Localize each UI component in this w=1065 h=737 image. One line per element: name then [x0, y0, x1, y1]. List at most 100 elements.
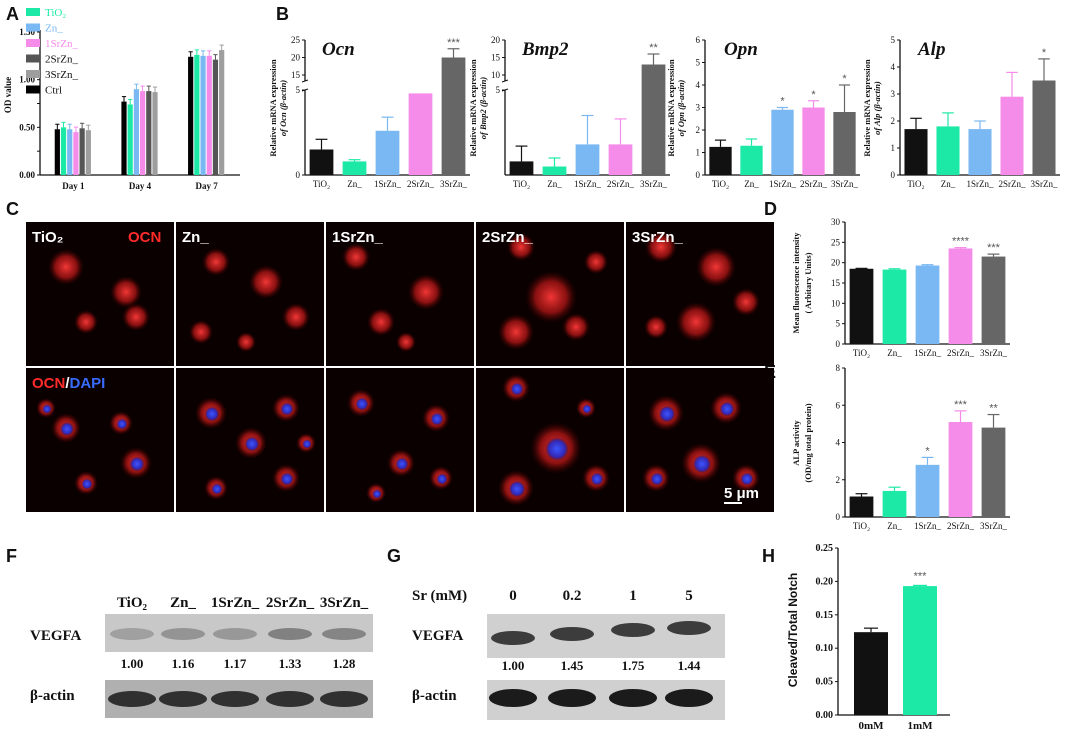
- panel-d-chart: 0 5 10 15 20 25 30 TiO₂ Zn_ 1SrZn_ **** 2SrZn_ *** 3S…: [791, 217, 1010, 358]
- panel-h-ytick-label: 0.20: [816, 576, 834, 587]
- panel-b-chart-3-ytick-label: 3: [891, 89, 896, 99]
- blot-g-ratio: 1.45: [561, 658, 584, 673]
- nucleus-blob: [740, 472, 754, 486]
- panel-b-chart-2-sig-label: *: [780, 96, 785, 108]
- cell-blob: [342, 243, 370, 271]
- panel-a-xtick-label: Day 4: [129, 181, 152, 191]
- panel-a-bar: [219, 50, 225, 175]
- panel-b-chart-0-bar: [309, 149, 334, 175]
- blot-g-dose-label: 0.2: [563, 588, 582, 604]
- panel-b-chart-3-bar: [904, 129, 928, 175]
- panel-label-h: H: [762, 546, 775, 566]
- ocn-dapi-label: OCN/DAPI: [32, 375, 105, 392]
- nucleus-blob: [693, 455, 711, 473]
- panel-a-bar: [121, 101, 127, 175]
- panel-b-chart-1-xtick-label: 2SrZn_: [607, 179, 635, 189]
- cell-blob: [498, 314, 534, 350]
- blot-f-bactin-band: [266, 691, 314, 707]
- blot-f-lane-label: Zn_: [170, 595, 196, 611]
- panel-b-chart-3-bar: [1000, 96, 1024, 175]
- panel-b-chart-1-bar: [641, 64, 666, 175]
- panel-b-chart-2-xtick-label: 2SrZn_: [800, 179, 828, 189]
- panel-d-chart-body-xtick-label: Zn_: [887, 348, 902, 358]
- legend-swatch: [26, 23, 40, 32]
- panel-h-ytick-label: 0.05: [816, 677, 834, 688]
- ocn-stain-word: OCN: [32, 375, 65, 392]
- micrograph-background: [26, 222, 174, 366]
- micrograph-ocn-0: TiO₂: [26, 222, 174, 366]
- cell-blob: [110, 276, 142, 308]
- cell-blob: [584, 250, 608, 274]
- panel-b-chart-1-xtick-label: Zn_: [547, 179, 562, 189]
- panel-b-chart-3-ytick-label: 4: [891, 62, 896, 72]
- panel-a-bar: [146, 91, 152, 175]
- panel-h-xtick-label: 1mM: [907, 720, 933, 732]
- panel-h-ylabel: Cleaved/Total Notch: [786, 573, 800, 687]
- legend-label: Ctrl: [45, 85, 62, 97]
- cell-blob: [562, 313, 590, 341]
- blot-g-dose-label: 0: [509, 588, 517, 604]
- panel-b-chart-1-xtick-label: 3SrZn_: [640, 179, 668, 189]
- blot-f-vegfa-band: [213, 628, 257, 640]
- panel-b-chart-1-bar: [542, 166, 567, 175]
- panel-e-chart-body-ytick-label: 8: [836, 363, 841, 373]
- nucleus-blob: [81, 478, 93, 490]
- panel-b-chart-2: 0 1 2 3 4 5 6 TiO₂ Zn_ * 1SrZn_ * 2SrZn_ * 3SrZn_: [696, 35, 860, 189]
- panel-e-chart-body-ytick-label: 4: [836, 438, 841, 448]
- panel-a-bar: [85, 130, 91, 175]
- panel-e-chart-body-xtick-label: Zn_: [887, 521, 902, 531]
- panel-h-ytick-label: 0.10: [816, 643, 834, 654]
- panel-b-chart-2-ytick-label: 5: [696, 58, 701, 68]
- panel-g-western-blot: Sr (mM) 0 0.2 1 5 VEGFA β-actin 1.00 1.45 1.75 1.4…: [412, 588, 725, 720]
- blot-f-lane-label: 2SrZn_: [266, 595, 315, 611]
- panel-b-chart-2-bar: [740, 145, 763, 175]
- panel-b-chart-3-bar: [1032, 80, 1056, 175]
- panel-d-chart-body-ytick-label: 20: [831, 258, 841, 268]
- blot-f-bactin-band: [159, 691, 207, 707]
- panel-e-chart-body: 0 2 4 6 8 TiO₂ Zn_ * 1SrZn_ *** 2SrZn_ ** 3SrZn_: [836, 363, 1010, 531]
- blot-f-bactin-band: [320, 691, 368, 707]
- blot-g-dose-label: 1: [629, 588, 637, 604]
- blot-f-ratio: 1.17: [224, 656, 247, 671]
- panel-e-chart-body-bar: [849, 496, 874, 517]
- panel-d-chart-body-bar: [882, 269, 907, 344]
- legend-swatch: [26, 8, 40, 16]
- micrograph-merge-4: [626, 368, 774, 512]
- panel-b-chart-1-bar: [509, 161, 534, 175]
- panel-b-chart-3-ytick-label: 1: [891, 143, 896, 153]
- panel-b-chart-3-bar: [968, 129, 992, 175]
- panel-b-chart-3-ytick-label: 0: [891, 170, 896, 180]
- cell-blob: [189, 320, 213, 344]
- scale-bar-label: 5 μm: [724, 485, 759, 502]
- panel-b-chart-3-ytick-label: 2: [891, 116, 896, 126]
- panel-f-western-blot: TiO₂ Zn_ 1SrZn_ 2SrZn_ 3SrZn_ VEGFA β-actin 1.0…: [30, 595, 373, 718]
- panel-e-chart-body-bar: [948, 422, 973, 517]
- panel-e-chart-body-ytick-label: 6: [836, 400, 841, 410]
- panel-e-chart-body-xtick-label: 1SrZn_: [914, 521, 942, 531]
- panel-e-chart-body-bar: [882, 490, 907, 517]
- panel-label-d: D: [764, 199, 777, 219]
- cell-blob: [202, 248, 230, 276]
- panel-a-bar: [67, 129, 73, 175]
- blot-f-vegfa-band: [110, 628, 154, 640]
- micrograph-merge-0: [26, 368, 174, 512]
- nucleus-blob: [244, 436, 260, 452]
- panel-a-bar: [206, 55, 212, 176]
- panel-b-chart-1-ytick-label: 20: [491, 35, 501, 45]
- panel-a-bars: [54, 44, 225, 176]
- panel-b-chart-2-sig-label: *: [842, 73, 847, 85]
- blot-f-vegfa-band: [268, 628, 312, 640]
- panel-d-chart-body: 0 5 10 15 20 25 30 TiO₂ Zn_ 1SrZn_ **** 2SrZn_ *** 3S…: [831, 217, 1010, 358]
- blot-f-lane-label: 3SrZn_: [320, 595, 369, 611]
- blot-f-ratio: 1.33: [279, 656, 302, 671]
- panel-d-ylabel-line1: Mean fluorescence intensity: [791, 232, 801, 334]
- blot-f-lane-label: TiO₂: [117, 595, 148, 611]
- panel-e-chart-body-ytick-label: 2: [836, 475, 841, 485]
- panel-e-chart-body-sig-label: ***: [954, 399, 968, 411]
- blot-g-sr-label: Sr (mM): [412, 588, 467, 604]
- cell-blob: [696, 247, 736, 287]
- panel-b-chart-3: 0 1 2 3 4 5 TiO₂ Zn_ 1SrZn_ 2SrZn_ * 3SrZn_: [891, 35, 1060, 189]
- nucleus-blob: [510, 382, 524, 396]
- panel-a-ylabel: OD value: [3, 77, 13, 113]
